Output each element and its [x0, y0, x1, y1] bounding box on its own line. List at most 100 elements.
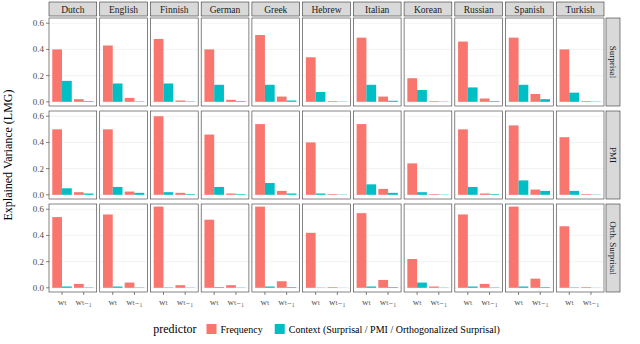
bar — [357, 124, 367, 195]
x-tick — [388, 292, 389, 295]
bar — [214, 85, 224, 102]
bar — [185, 287, 195, 288]
panel-background — [252, 18, 300, 106]
panel-border — [353, 18, 401, 106]
grid-line — [404, 75, 452, 76]
x-tick — [62, 292, 63, 295]
bar — [519, 287, 529, 288]
bars — [103, 214, 144, 287]
x-tick-label: wₜ — [210, 297, 219, 307]
x-tick — [134, 292, 135, 295]
bar — [185, 194, 195, 196]
legend-title: predictor — [153, 322, 196, 336]
bars — [204, 135, 245, 195]
grid-line — [100, 209, 148, 210]
bar — [540, 287, 550, 289]
bars — [154, 207, 195, 288]
bar — [277, 281, 287, 288]
bar — [581, 194, 591, 196]
panel-border — [49, 204, 97, 292]
y-tick — [46, 101, 49, 102]
bar — [378, 280, 388, 288]
column-strip — [353, 2, 401, 16]
bar — [204, 135, 214, 195]
y-tick — [46, 235, 49, 236]
grid-line — [353, 116, 401, 117]
bar — [337, 101, 347, 102]
grid-line — [404, 116, 452, 117]
bar — [337, 287, 347, 288]
panel-background — [303, 18, 351, 106]
bar — [226, 285, 236, 288]
bar — [468, 87, 478, 101]
x-tick-label: wₜ₋₁ — [583, 297, 600, 307]
bar — [581, 101, 591, 103]
bar — [429, 287, 439, 288]
bar — [134, 193, 144, 195]
grid-line — [404, 49, 452, 50]
panel-border — [455, 111, 503, 199]
grid-line — [252, 23, 300, 24]
bars — [255, 207, 296, 288]
bar — [509, 125, 519, 194]
bar — [429, 194, 439, 196]
x-tick-label: wₜ — [159, 297, 168, 307]
bar — [125, 98, 135, 102]
bar — [163, 83, 173, 101]
panel-border — [556, 18, 604, 106]
bar — [74, 99, 84, 102]
panel-border — [100, 204, 148, 292]
panel-border — [49, 18, 97, 106]
x-tick — [438, 292, 439, 295]
panel-background — [506, 18, 554, 106]
panel-background — [353, 18, 401, 106]
x-tick — [235, 292, 236, 295]
x-tick — [214, 292, 215, 295]
panel-border — [556, 111, 604, 199]
bars — [306, 142, 347, 194]
column-strip — [252, 2, 300, 16]
column-strip — [49, 2, 97, 16]
bar — [540, 99, 550, 102]
bar — [417, 192, 427, 195]
bar — [316, 92, 326, 102]
x-tick — [112, 292, 113, 295]
panel-background — [252, 111, 300, 199]
column-strip-label: German — [210, 5, 241, 15]
panel-background — [303, 204, 351, 292]
row-strip — [606, 204, 620, 292]
bars — [306, 233, 347, 288]
grid-line — [506, 23, 554, 24]
bar — [62, 188, 72, 195]
grid-line — [353, 23, 401, 24]
panel-border — [252, 18, 300, 106]
grid-line — [556, 116, 604, 117]
y-tick-label: 0.0 — [33, 283, 45, 293]
panel-border — [252, 204, 300, 292]
grid-line — [100, 116, 148, 117]
x-tick-label: wₜ₋₁ — [380, 297, 397, 307]
y-tick — [46, 194, 49, 195]
bar — [103, 46, 113, 102]
column-strip — [100, 2, 148, 16]
x-tick — [83, 292, 84, 295]
bar — [306, 142, 316, 194]
grid-line — [404, 235, 452, 236]
bars — [560, 226, 601, 288]
y-tick — [46, 209, 49, 210]
panel-background — [201, 18, 249, 106]
bar — [591, 101, 601, 102]
bars — [560, 137, 601, 195]
bar — [204, 220, 214, 288]
bar — [591, 287, 601, 288]
bar — [265, 85, 275, 102]
bar — [439, 101, 449, 102]
bar — [236, 287, 246, 288]
bar — [378, 189, 388, 195]
panel-border — [150, 18, 198, 106]
x-tick — [315, 292, 316, 295]
bar — [407, 78, 417, 102]
bar — [581, 287, 591, 289]
panel-background — [556, 18, 604, 106]
y-tick-label: 0.4 — [33, 44, 45, 54]
